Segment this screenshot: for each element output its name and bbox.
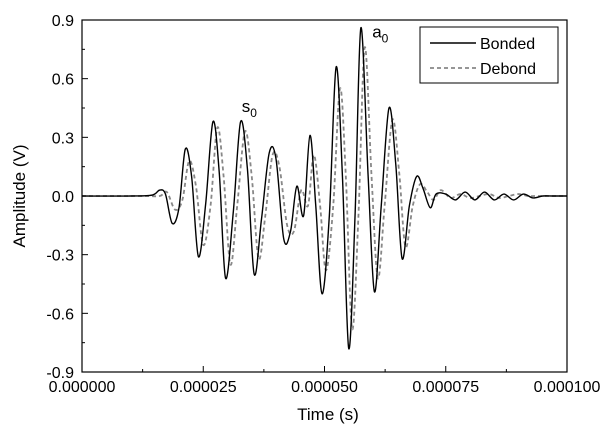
legend-label-debond: Debond <box>480 61 536 78</box>
legend: Bonded Debond <box>419 26 559 84</box>
annotation-s0: s0 <box>242 97 258 120</box>
series-line-debond <box>82 46 567 330</box>
x-tick-label: 0.000050 <box>291 379 358 396</box>
y-tick-label: 0.3 <box>52 130 74 147</box>
y-tick-label: 0.6 <box>52 72 74 89</box>
y-tick-label: 0.0 <box>52 189 74 206</box>
x-tick-label: 0.000025 <box>170 379 237 396</box>
series-layer <box>81 27 567 350</box>
y-tick-label: 0.9 <box>52 13 74 30</box>
series-line-bonded <box>81 27 567 350</box>
x-tick-label: 0.000000 <box>49 379 116 396</box>
annotation-a0: a0 <box>372 23 388 46</box>
legend-box <box>419 26 559 84</box>
plot-frame <box>81 19 568 373</box>
x-tick-label: 0.000100 <box>534 379 601 396</box>
x-tick-label: 0.000075 <box>412 379 479 396</box>
axis-tick-labels: 0.000000 0.000025 0.000050 0.000075 0.000100… <box>46 13 600 396</box>
y-tick-label: -0.6 <box>46 306 74 323</box>
y-tick-label: -0.9 <box>46 365 74 382</box>
y-axis-title: Amplitude (V) <box>10 145 29 248</box>
x-axis-title: Time (s) <box>297 405 359 424</box>
legend-label-bonded: Bonded <box>480 36 535 53</box>
y-tick-label: -0.3 <box>46 248 74 265</box>
peak-annotations: s0 a0 <box>242 23 389 120</box>
